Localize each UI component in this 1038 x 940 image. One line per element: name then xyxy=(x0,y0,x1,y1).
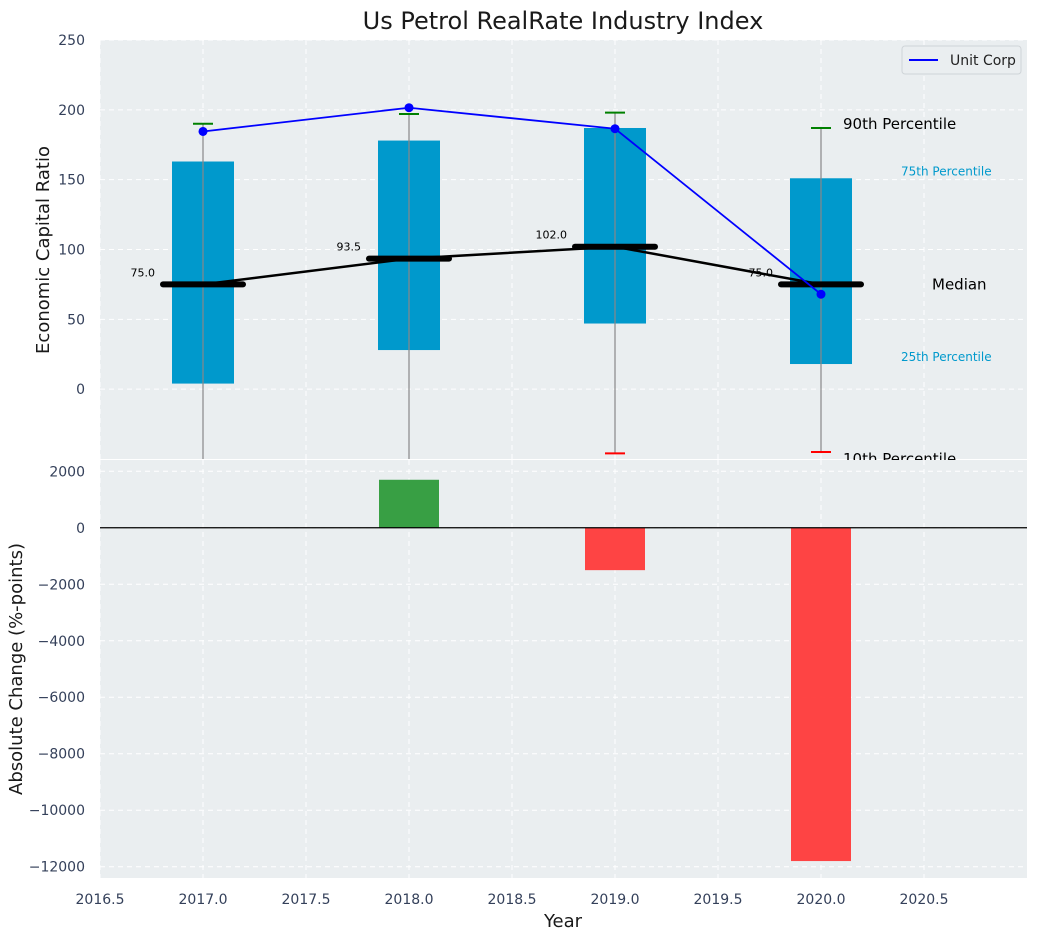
top-y-tick-label: 150 xyxy=(58,173,85,189)
unit-corp-point-2019 xyxy=(610,124,620,134)
bottom-panel: 2000 0 −2000 −4000 −6000 −8000 −10000 −12000 Ab… xyxy=(6,460,1027,932)
x-axis-label: Year xyxy=(543,911,583,932)
x-tick-label: 2019.5 xyxy=(694,892,743,908)
top-y-tick-label: 0 xyxy=(76,382,85,398)
top-y-tick-label: 50 xyxy=(67,312,85,328)
x-tick-label: 2017.0 xyxy=(179,892,228,908)
bottom-y-tick-labels: 2000 0 −2000 −4000 −6000 −8000 −10000 −12000 xyxy=(29,464,85,875)
annotation-90th-percentile: 90th Percentile xyxy=(843,115,956,133)
bottom-panel-marks xyxy=(100,479,1027,862)
bottom-y-tick-label: −12000 xyxy=(29,860,85,876)
x-tick-label: 2020.5 xyxy=(900,892,949,908)
x-tick-label: 2018.5 xyxy=(488,892,537,908)
top-y-tick-label: 100 xyxy=(58,243,85,259)
x-tick-label: 2018.0 xyxy=(385,892,434,908)
bottom-y-tick-label: −8000 xyxy=(38,747,85,763)
median-value-label-2020: 75.0 xyxy=(749,266,774,279)
top-panel-marks: 75.0 93.5 102.0 75.0 90th Percentile 75th Per… xyxy=(131,103,992,468)
unit-corp-line xyxy=(202,106,822,295)
bottom-y-axis-label: Absolute Change (%-points) xyxy=(6,543,27,795)
top-clipped-marks: 75.0 93.5 102.0 75.0 xyxy=(131,103,864,459)
x-tick-labels: 2016.5 2017.0 2017.5 2018.0 2018.5 2019.0 2019… xyxy=(76,892,949,908)
unit-corp-point-2017 xyxy=(198,126,208,136)
bottom-y-tick-label: −10000 xyxy=(29,803,85,819)
unit-corp-point-2020 xyxy=(816,289,826,299)
median-value-label-2018: 93.5 xyxy=(337,241,362,254)
top-y-axis-label: Economic Capital Ratio xyxy=(33,146,54,354)
annotation-25th-percentile: 25th Percentile xyxy=(901,350,992,364)
legend[interactable]: Unit Corp xyxy=(901,45,1022,75)
bottom-y-tick-label: −6000 xyxy=(38,690,85,706)
change-bar-2020 xyxy=(791,527,851,862)
chart-title: Us Petrol RealRate Industry Index xyxy=(363,7,764,35)
median-value-label-2017: 75.0 xyxy=(131,266,156,279)
median-value-label-2019: 102.0 xyxy=(536,229,568,242)
top-y-tick-label: 250 xyxy=(58,33,85,49)
median-line xyxy=(202,245,822,286)
annotation-median: Median xyxy=(932,275,987,293)
bottom-panel-background xyxy=(100,460,1027,878)
x-tick-label: 2016.5 xyxy=(76,892,125,908)
bottom-y-tick-label: −2000 xyxy=(38,577,85,593)
change-bar-2018 xyxy=(379,479,439,528)
top-y-tick-labels: 0 50 100 150 200 250 xyxy=(58,33,85,398)
bottom-y-tick-label: 2000 xyxy=(49,464,85,480)
bottom-y-tick-label: 0 xyxy=(76,521,85,537)
x-tick-label: 2017.5 xyxy=(282,892,331,908)
legend-label-unit-corp: Unit Corp xyxy=(950,53,1016,69)
top-panel: 0 50 100 150 200 250 75.0 93.5 102.0 75.0 90th Pe… xyxy=(33,33,1027,468)
unit-corp-point-2018 xyxy=(404,103,414,113)
x-tick-label: 2020.0 xyxy=(797,892,846,908)
x-tick-label: 2019.0 xyxy=(591,892,640,908)
bottom-y-tick-label: −4000 xyxy=(38,634,85,650)
annotation-75th-percentile: 75th Percentile xyxy=(901,164,992,178)
top-y-tick-label: 200 xyxy=(58,103,85,119)
change-bar-2019 xyxy=(585,527,645,571)
legend-box xyxy=(901,45,1022,75)
